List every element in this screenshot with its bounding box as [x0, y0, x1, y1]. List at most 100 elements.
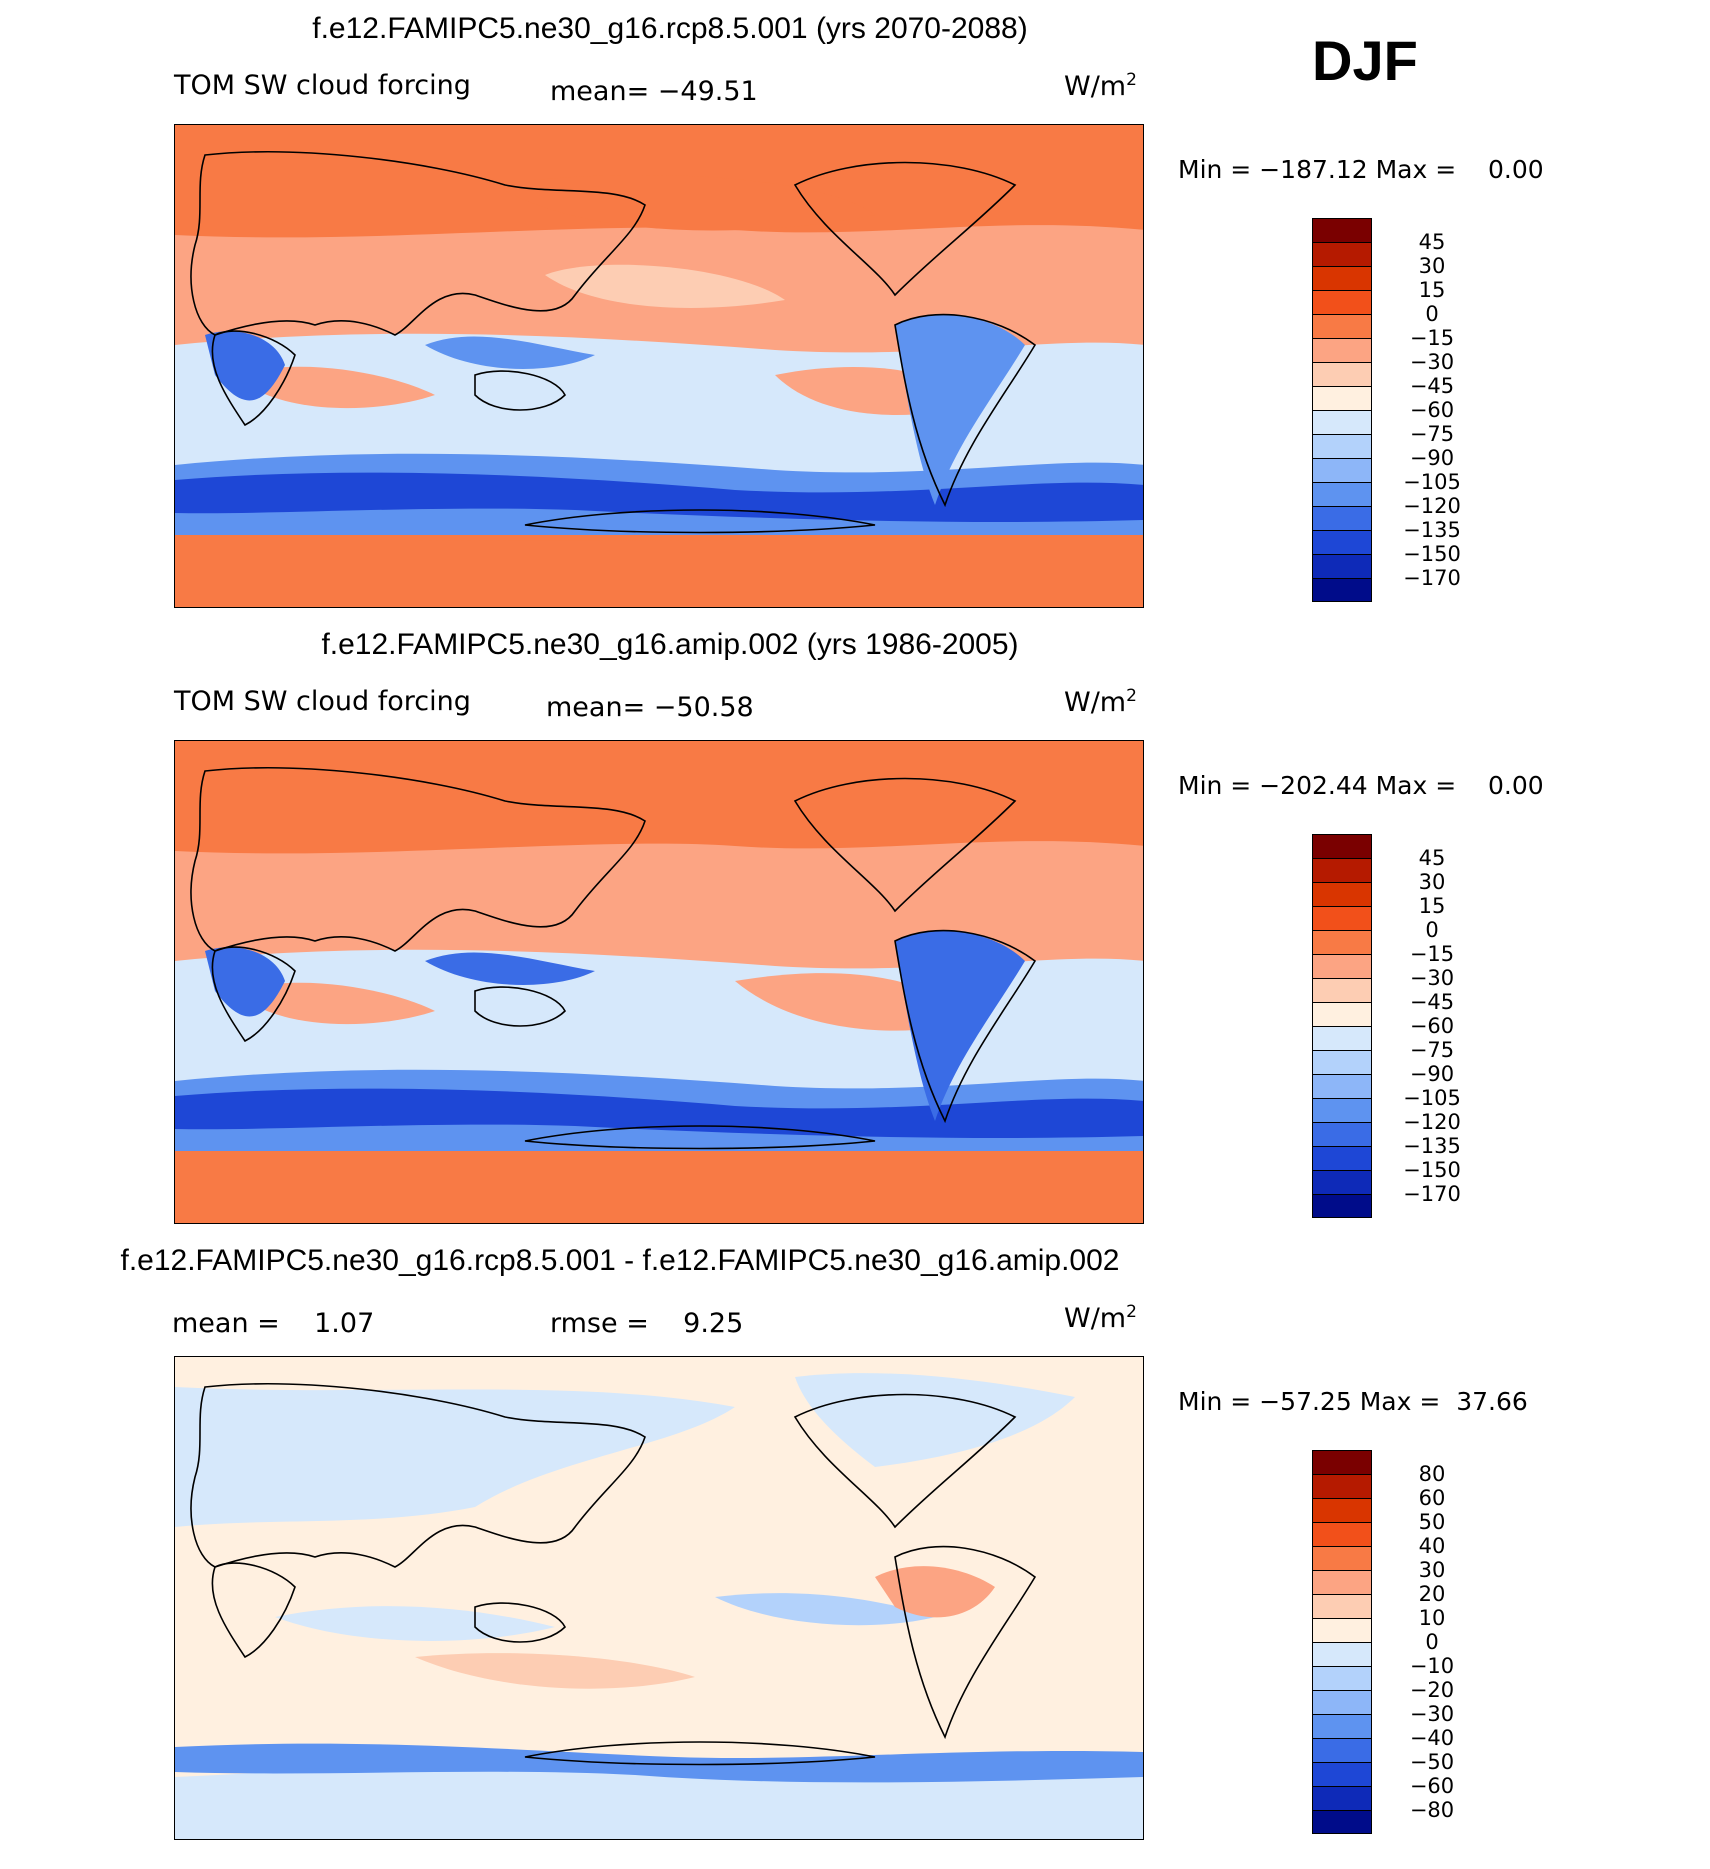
colorbar-tick-label: −75 — [1409, 1038, 1455, 1062]
colorbar — [1312, 1450, 1372, 1834]
colorbar-tick-label: 30 — [1418, 254, 1446, 278]
mean-stat: mean= −49.51 — [550, 76, 758, 107]
colorbar-swatch — [1312, 1170, 1372, 1194]
colorbar-swatch — [1312, 242, 1372, 266]
colorbar-tick-label: 45 — [1418, 846, 1446, 870]
colorbar-swatch — [1312, 1810, 1372, 1834]
colorbar-tick-label: −135 — [1403, 518, 1461, 542]
min-max-readout: Min = −57.25 Max = 37.66 — [1178, 1387, 1528, 1416]
colorbar-tick-label: 30 — [1418, 1558, 1446, 1582]
colorbar-swatch — [1312, 1194, 1372, 1218]
colorbar-swatch — [1312, 906, 1372, 930]
colorbar-tick-label: 40 — [1418, 1534, 1446, 1558]
colorbar-swatch — [1312, 1050, 1372, 1074]
colorbar-swatch — [1312, 1098, 1372, 1122]
colorbar-tick-label: −60 — [1409, 1774, 1455, 1798]
colorbar-tick-label: −90 — [1409, 446, 1455, 470]
colorbar-tick-label: 15 — [1418, 278, 1446, 302]
colorbar-tick-label: −170 — [1403, 1182, 1461, 1206]
panel-title: f.e12.FAMIPC5.ne30_g16.amip.002 (yrs 198… — [321, 628, 1019, 661]
colorbar-tick-label: −75 — [1409, 422, 1455, 446]
colorbar-tick-label: −120 — [1403, 494, 1461, 518]
colorbar-swatch — [1312, 930, 1372, 954]
colorbar-swatch — [1312, 1474, 1372, 1498]
colorbar-swatch — [1312, 1714, 1372, 1738]
colorbar-swatch — [1312, 1594, 1372, 1618]
colorbar-tick-label: −60 — [1409, 398, 1455, 422]
colorbar-tick-label: 50 — [1418, 1510, 1446, 1534]
colorbar-swatch — [1312, 1002, 1372, 1026]
field-label: TOM SW cloud forcing — [174, 70, 471, 101]
colorbar-tick-label: 15 — [1418, 894, 1446, 918]
colorbar-tick-label: −15 — [1409, 326, 1455, 350]
units-label: W/m2 — [1064, 70, 1137, 102]
min-max-readout: Min = −187.12 Max = 0.00 — [1178, 155, 1544, 184]
colorbar-swatch — [1312, 1522, 1372, 1546]
colorbar-swatch — [1312, 386, 1372, 410]
colorbar-tick-label: −90 — [1409, 1062, 1455, 1086]
colorbar-swatch — [1312, 1026, 1372, 1050]
colorbar-tick-label: −30 — [1409, 966, 1455, 990]
colorbar-tick-label: −105 — [1403, 1086, 1461, 1110]
colorbar-tick-label: 80 — [1418, 1462, 1446, 1486]
rmse-stat: rmse = 9.25 — [550, 1308, 744, 1339]
colorbar-tick-label: −135 — [1403, 1134, 1461, 1158]
colorbar-tick-label: 0 — [1425, 918, 1439, 942]
colorbar-swatch — [1312, 482, 1372, 506]
colorbar-tick-label: −50 — [1409, 1750, 1455, 1774]
colorbar-swatch — [1312, 1074, 1372, 1098]
colorbar-tick-label: −20 — [1409, 1678, 1455, 1702]
colorbar-swatch — [1312, 218, 1372, 242]
colorbar-swatch — [1312, 978, 1372, 1002]
colorbar-tick-label: 60 — [1418, 1486, 1446, 1510]
colorbar-swatch — [1312, 266, 1372, 290]
colorbar-swatch — [1312, 1666, 1372, 1690]
colorbar-swatch — [1312, 1786, 1372, 1810]
colorbar-swatch — [1312, 1122, 1372, 1146]
units-label: W/m2 — [1064, 686, 1137, 718]
colorbar-tick-label: −170 — [1403, 566, 1461, 590]
colorbar-swatch — [1312, 434, 1372, 458]
colorbar-swatch — [1312, 1762, 1372, 1786]
panel-title: f.e12.FAMIPC5.ne30_g16.rcp8.5.001 - f.e1… — [120, 1244, 1120, 1277]
colorbar — [1312, 218, 1372, 602]
colorbar-tick-label: 10 — [1418, 1606, 1446, 1630]
colorbar-tick-label: 0 — [1425, 1630, 1439, 1654]
colorbar-tick-label: −10 — [1409, 1654, 1455, 1678]
map-field — [175, 741, 1143, 1223]
colorbar-swatch — [1312, 410, 1372, 434]
colorbar-swatch — [1312, 554, 1372, 578]
colorbar-tick-label: 0 — [1425, 302, 1439, 326]
map-field — [175, 1357, 1143, 1839]
colorbar-tick-label: −150 — [1403, 542, 1461, 566]
colorbar-swatch — [1312, 834, 1372, 858]
colorbar-swatch — [1312, 1738, 1372, 1762]
colorbar-swatch — [1312, 1642, 1372, 1666]
map-panel — [174, 740, 1144, 1224]
colorbar-tick-label: −105 — [1403, 470, 1461, 494]
map-panel — [174, 124, 1144, 608]
colorbar-swatch — [1312, 338, 1372, 362]
min-max-readout: Min = −202.44 Max = 0.00 — [1178, 771, 1544, 800]
colorbar-swatch — [1312, 954, 1372, 978]
colorbar-swatch — [1312, 882, 1372, 906]
field-label: TOM SW cloud forcing — [174, 686, 471, 717]
map-field — [175, 125, 1143, 607]
colorbar-swatch — [1312, 314, 1372, 338]
colorbar-swatch — [1312, 362, 1372, 386]
colorbar-tick-label: −40 — [1409, 1726, 1455, 1750]
colorbar-tick-label: −30 — [1409, 350, 1455, 374]
colorbar-tick-label: −120 — [1403, 1110, 1461, 1134]
colorbar-swatch — [1312, 858, 1372, 882]
colorbar-swatch — [1312, 1618, 1372, 1642]
colorbar-swatch — [1312, 1570, 1372, 1594]
colorbar-swatch — [1312, 1690, 1372, 1714]
colorbar-swatch — [1312, 1498, 1372, 1522]
colorbar-tick-label: −45 — [1409, 990, 1455, 1014]
colorbar-swatch — [1312, 458, 1372, 482]
colorbar-swatch — [1312, 1146, 1372, 1170]
colorbar-swatch — [1312, 578, 1372, 602]
panel-title: f.e12.FAMIPC5.ne30_g16.rcp8.5.001 (yrs 2… — [312, 12, 1028, 45]
colorbar-tick-label: 20 — [1418, 1582, 1446, 1606]
colorbar-tick-label: 45 — [1418, 230, 1446, 254]
